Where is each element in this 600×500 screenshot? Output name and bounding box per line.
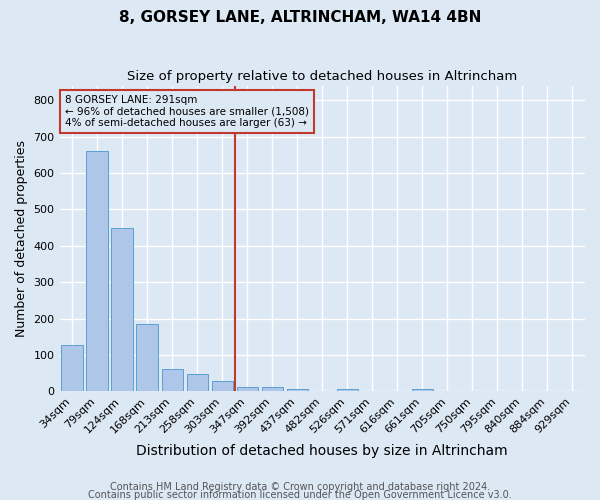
Bar [187,374,208,392]
Bar [161,369,183,392]
Bar [86,151,108,392]
Text: Contains public sector information licensed under the Open Government Licence v3: Contains public sector information licen… [88,490,512,500]
Bar [61,344,83,392]
Bar [262,387,283,392]
Bar [236,387,258,392]
X-axis label: Distribution of detached houses by size in Altrincham: Distribution of detached houses by size … [136,444,508,458]
Text: 8 GORSEY LANE: 291sqm
← 96% of detached houses are smaller (1,508)
4% of semi-de: 8 GORSEY LANE: 291sqm ← 96% of detached … [65,94,309,128]
Bar [212,382,233,392]
Bar [287,389,308,392]
Bar [112,228,133,392]
Bar [136,324,158,392]
Y-axis label: Number of detached properties: Number of detached properties [15,140,28,337]
Text: Contains HM Land Registry data © Crown copyright and database right 2024.: Contains HM Land Registry data © Crown c… [110,482,490,492]
Title: Size of property relative to detached houses in Altrincham: Size of property relative to detached ho… [127,70,517,83]
Bar [412,389,433,392]
Bar [337,389,358,392]
Text: 8, GORSEY LANE, ALTRINCHAM, WA14 4BN: 8, GORSEY LANE, ALTRINCHAM, WA14 4BN [119,10,481,25]
